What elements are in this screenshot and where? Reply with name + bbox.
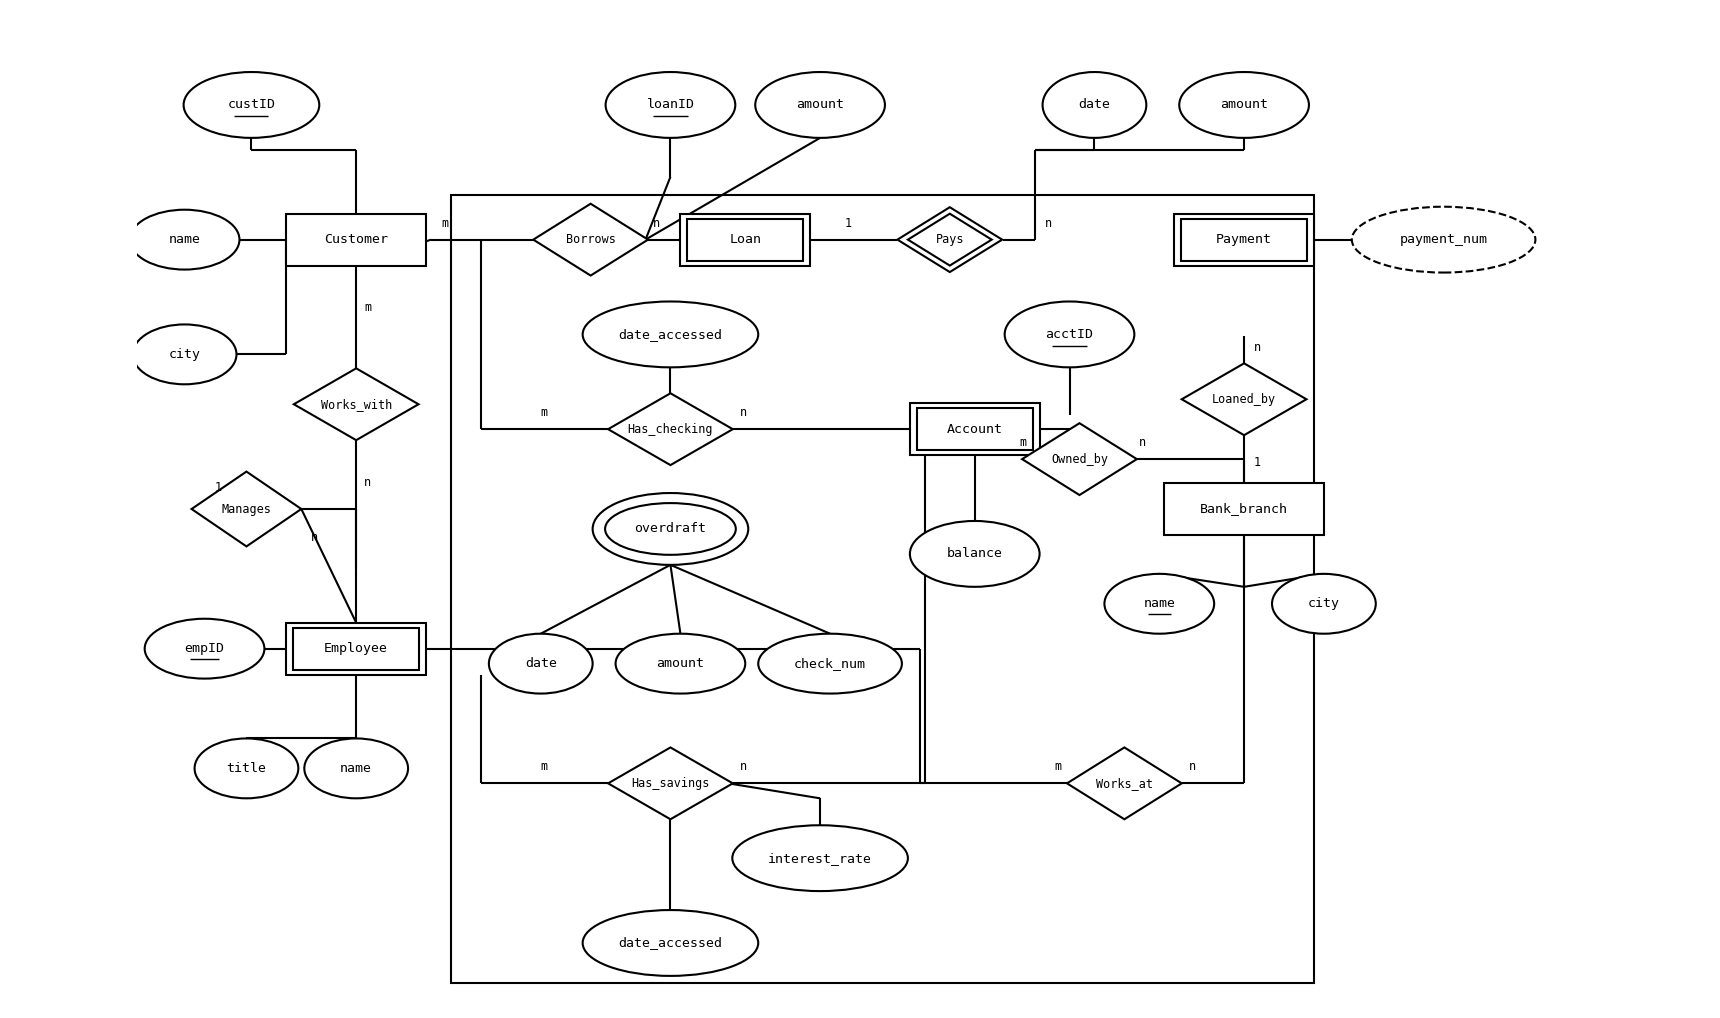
Polygon shape bbox=[609, 393, 733, 465]
Text: Has_savings: Has_savings bbox=[631, 777, 710, 790]
Ellipse shape bbox=[583, 910, 759, 976]
Polygon shape bbox=[1022, 423, 1137, 495]
Ellipse shape bbox=[194, 738, 298, 798]
Text: Account: Account bbox=[946, 422, 1003, 436]
Ellipse shape bbox=[910, 521, 1039, 586]
Text: m: m bbox=[365, 301, 372, 315]
Text: city: city bbox=[169, 348, 201, 360]
Text: Has_checking: Has_checking bbox=[628, 422, 714, 436]
Text: city: city bbox=[1307, 598, 1340, 610]
Ellipse shape bbox=[144, 619, 265, 679]
Ellipse shape bbox=[129, 210, 239, 270]
Text: n: n bbox=[1139, 436, 1147, 449]
Text: Works_at: Works_at bbox=[1096, 777, 1152, 790]
Text: Loan: Loan bbox=[729, 233, 762, 246]
Polygon shape bbox=[294, 369, 418, 440]
Text: n: n bbox=[652, 217, 659, 230]
Text: Pays: Pays bbox=[936, 233, 963, 246]
Text: Owned_by: Owned_by bbox=[1051, 453, 1108, 465]
Text: m: m bbox=[540, 760, 549, 774]
Bar bbox=[451, 194, 1314, 983]
Bar bbox=[294, 628, 420, 670]
Text: date: date bbox=[1078, 99, 1111, 111]
Text: m: m bbox=[1020, 436, 1027, 449]
Text: interest_rate: interest_rate bbox=[769, 852, 872, 864]
Text: n: n bbox=[1189, 760, 1197, 774]
Polygon shape bbox=[533, 204, 648, 276]
Text: custID: custID bbox=[227, 99, 275, 111]
Text: Bank_branch: Bank_branch bbox=[1201, 503, 1288, 515]
Ellipse shape bbox=[616, 633, 745, 693]
Text: n: n bbox=[740, 760, 748, 774]
Text: check_num: check_num bbox=[795, 658, 867, 670]
Bar bbox=[1175, 214, 1314, 266]
Bar bbox=[286, 623, 427, 675]
Polygon shape bbox=[1182, 363, 1307, 435]
Text: n: n bbox=[740, 406, 748, 419]
Polygon shape bbox=[191, 471, 301, 547]
Polygon shape bbox=[609, 747, 733, 819]
Ellipse shape bbox=[759, 633, 901, 693]
Text: n: n bbox=[365, 476, 372, 489]
Text: m: m bbox=[540, 406, 549, 419]
Polygon shape bbox=[898, 208, 1003, 272]
Text: 1: 1 bbox=[1254, 456, 1261, 469]
Ellipse shape bbox=[605, 503, 736, 555]
Polygon shape bbox=[908, 214, 992, 266]
Text: m: m bbox=[440, 217, 449, 230]
Ellipse shape bbox=[605, 72, 734, 137]
Ellipse shape bbox=[304, 738, 408, 798]
Bar bbox=[917, 408, 1032, 450]
Ellipse shape bbox=[1004, 301, 1135, 367]
Ellipse shape bbox=[733, 826, 908, 891]
Text: amount: amount bbox=[1219, 99, 1268, 111]
Text: name: name bbox=[169, 233, 201, 246]
Bar bbox=[1164, 484, 1324, 534]
Text: Works_with: Works_with bbox=[320, 398, 392, 410]
Text: Manages: Manages bbox=[222, 503, 272, 515]
Text: payment_num: payment_num bbox=[1400, 233, 1488, 246]
Text: n: n bbox=[311, 531, 318, 544]
Text: acctID: acctID bbox=[1046, 328, 1094, 341]
Text: date_accessed: date_accessed bbox=[619, 937, 722, 950]
Ellipse shape bbox=[1352, 207, 1536, 273]
Text: amount: amount bbox=[657, 658, 705, 670]
Ellipse shape bbox=[593, 493, 748, 565]
Bar bbox=[688, 219, 803, 261]
Ellipse shape bbox=[1042, 72, 1146, 137]
Ellipse shape bbox=[583, 301, 759, 367]
Text: name: name bbox=[341, 761, 372, 775]
Text: amount: amount bbox=[796, 99, 845, 111]
Text: name: name bbox=[1144, 598, 1175, 610]
Text: Payment: Payment bbox=[1216, 233, 1273, 246]
Text: overdraft: overdraft bbox=[635, 522, 707, 535]
Text: date_accessed: date_accessed bbox=[619, 328, 722, 341]
Text: Loaned_by: Loaned_by bbox=[1213, 393, 1276, 406]
Ellipse shape bbox=[1273, 574, 1376, 633]
Text: 1: 1 bbox=[845, 217, 851, 230]
Ellipse shape bbox=[184, 72, 320, 137]
Bar bbox=[910, 403, 1039, 455]
Text: m: m bbox=[1054, 760, 1061, 774]
Text: title: title bbox=[227, 761, 267, 775]
Ellipse shape bbox=[488, 633, 593, 693]
Text: balance: balance bbox=[946, 548, 1003, 560]
Text: empID: empID bbox=[184, 642, 225, 656]
Text: loanID: loanID bbox=[647, 99, 695, 111]
Text: 1: 1 bbox=[215, 482, 222, 494]
Ellipse shape bbox=[132, 325, 236, 385]
Ellipse shape bbox=[1180, 72, 1309, 137]
Polygon shape bbox=[1066, 747, 1182, 819]
Ellipse shape bbox=[1104, 574, 1214, 633]
Text: Borrows: Borrows bbox=[566, 233, 616, 246]
Text: date: date bbox=[525, 658, 557, 670]
Text: n: n bbox=[1044, 217, 1051, 230]
Text: Employee: Employee bbox=[323, 642, 389, 656]
Ellipse shape bbox=[755, 72, 886, 137]
Bar bbox=[1182, 219, 1307, 261]
Bar bbox=[681, 214, 810, 266]
Text: n: n bbox=[1254, 341, 1261, 354]
Text: Customer: Customer bbox=[323, 233, 389, 246]
Bar bbox=[286, 214, 427, 266]
